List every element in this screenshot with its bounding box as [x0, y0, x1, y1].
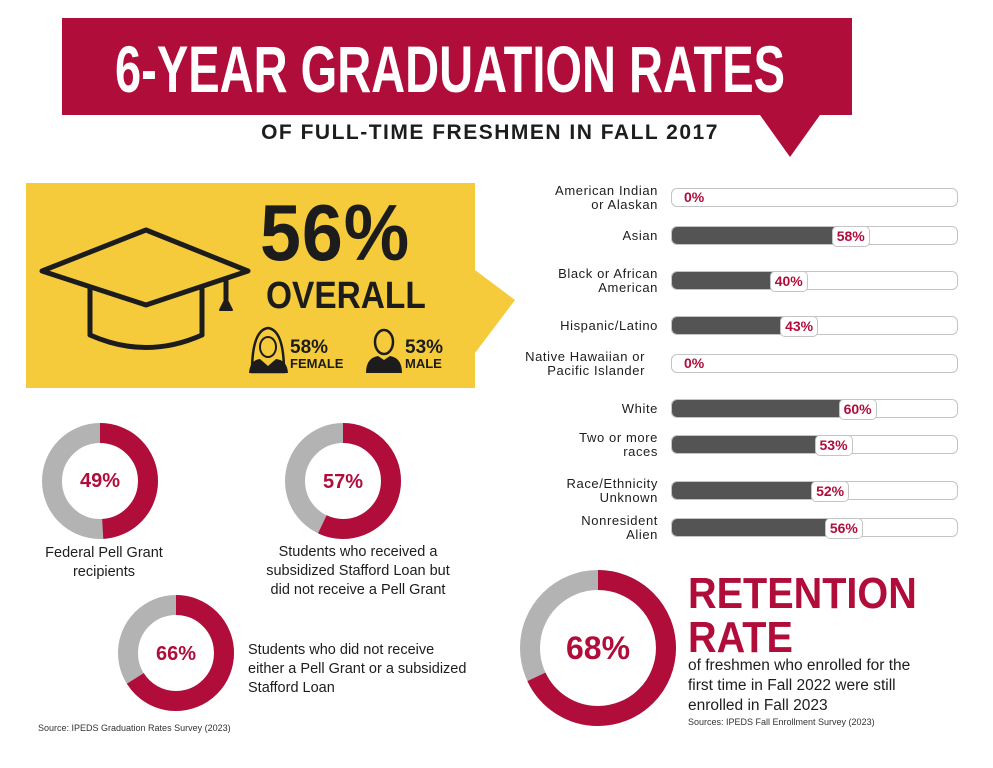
bar-track: 60% [671, 399, 958, 420]
stafford-caption: Students who received a subsidized Staff… [238, 543, 478, 600]
retention-donut [520, 570, 676, 726]
bar-track: 56% [671, 518, 958, 539]
pell-donut [42, 423, 158, 539]
banner-shape [62, 18, 852, 157]
bar-fill [672, 317, 801, 334]
caption-line: did not receive a Pell Grant [270, 582, 446, 598]
pell-rate-label: 49% [79, 470, 121, 492]
header-banner: 6-YEAR GRADUATION RATES [62, 18, 852, 157]
stafford-rate-label: 57% [322, 471, 364, 493]
donut-value-arc [118, 595, 234, 711]
retention-title-line: RETENTION [688, 569, 917, 618]
bar-track: 0% [671, 188, 958, 207]
overall-rate: 56% [260, 188, 411, 277]
caption-line: recipients [72, 564, 136, 580]
description-line: enrolled in Fall 2023 [688, 697, 828, 714]
donut-value-arc [520, 570, 676, 726]
donut-value-arc [42, 423, 158, 539]
female-icon [249, 326, 288, 374]
bar-fill [672, 400, 859, 417]
bar-track: 0% [671, 354, 958, 373]
bar-fill [672, 482, 832, 499]
donut-value-arc [285, 423, 401, 539]
retention-rate-label: 68% [565, 630, 631, 666]
bar-value-label: 0% [684, 189, 705, 205]
graduation-source: Source: IPEDS Graduation Rates Survey (2… [38, 723, 231, 733]
male-rate: 53% [405, 337, 444, 358]
pell-caption: Federal Pell Grant recipients [14, 544, 194, 582]
caption-line: Students who did not receive [248, 642, 435, 658]
bar-fill [672, 519, 845, 536]
bar-track: 43% [671, 316, 958, 337]
neither-donut [118, 595, 234, 711]
male-label: MALE [405, 356, 442, 371]
bar-value-label: 52% [811, 481, 850, 502]
retention-source: Sources: IPEDS Fall Enrollment Survey (2… [688, 717, 875, 727]
male-icon [366, 328, 402, 373]
bar-track: 53% [671, 435, 958, 456]
bar-value-label: 40% [769, 271, 808, 292]
caption-line: Federal Pell Grant [45, 545, 163, 561]
bar-value-label: 53% [814, 435, 853, 456]
caption-line: either a Pell Grant or a subsidized [248, 661, 467, 677]
retention-description: of freshmen who enrolled for the first t… [688, 656, 910, 716]
bar-fill [672, 227, 852, 244]
bar-category-label: White [621, 401, 658, 416]
bar-category-label: Two or more races [579, 430, 658, 459]
retention-title: RETENTION RATE [688, 572, 917, 660]
caption-line: Stafford Loan [248, 680, 335, 696]
bar-track: 52% [671, 481, 958, 502]
female-rate: 58% [290, 337, 329, 358]
page-subtitle: OF FULL-TIME FRESHMEN IN FALL 2017 [261, 121, 719, 144]
bar-category-label: Race/Ethnicity Unknown [566, 476, 658, 505]
description-line: first time in Fall 2022 were still [688, 677, 896, 694]
page-title: 6-YEAR GRADUATION RATES [115, 32, 785, 106]
bar-fill [672, 436, 835, 453]
female-label: FEMALE [290, 356, 344, 371]
bar-category-label: Black or African American [558, 266, 658, 295]
bar-category-label: Native Hawaiian or Pacific Islander [525, 349, 645, 378]
graduation-cap-icon [39, 227, 251, 350]
description-line: of freshmen who enrolled for the [688, 657, 911, 674]
bar-category-label: American Indian or Alaskan [555, 183, 658, 212]
bar-fill [672, 272, 790, 289]
bar-value-label: 43% [780, 316, 819, 337]
stafford-donut [285, 423, 401, 539]
bar-value-label: 58% [831, 226, 870, 247]
neither-caption: Students who did not receive either a Pe… [248, 641, 508, 698]
bar-category-label: Nonresident Alien [581, 513, 658, 542]
caption-line: subsidized Stafford Loan but [266, 563, 450, 579]
retention-title-line: RATE [688, 613, 793, 662]
caption-line: Students who received a [278, 544, 438, 560]
bar-value-label: 0% [684, 355, 705, 371]
overall-panel [26, 183, 515, 388]
bar-category-label: Hispanic/Latino [560, 318, 658, 333]
bar-value-label: 60% [838, 399, 877, 420]
overall-label: OVERALL [266, 275, 426, 317]
bar-track: 58% [671, 226, 958, 247]
bar-category-label: Asian [622, 228, 658, 243]
neither-rate-label: 66% [155, 643, 197, 665]
bar-value-label: 56% [824, 518, 863, 539]
bar-track: 40% [671, 271, 958, 292]
